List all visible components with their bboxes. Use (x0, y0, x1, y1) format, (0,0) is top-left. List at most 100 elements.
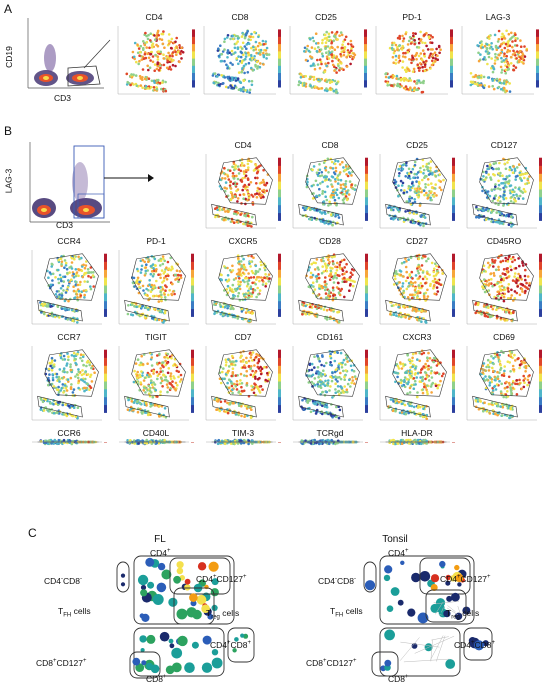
panel-b-tsne-map (205, 346, 281, 421)
cluster-bubble (411, 572, 421, 583)
ts-cd8-cd127-label: CD8+CD127+ (306, 658, 357, 668)
population-box (419, 557, 471, 595)
panel-a-map-title: PD-1 (402, 12, 422, 22)
ts-tfh-label: TFH cells (330, 606, 363, 619)
panel-b-label: B (4, 124, 13, 138)
population-box (379, 555, 475, 625)
cluster-bubble (482, 640, 489, 647)
cluster-bubble (397, 599, 404, 606)
panel-b-map-title: CD4 (234, 140, 252, 150)
edge-line (435, 635, 446, 662)
panel-b-tsne-map (292, 250, 368, 325)
panel-c-fl-title: FL (154, 534, 166, 545)
panel-b-map-title: CD69 (493, 332, 515, 342)
panel-a-tsne-row: CD4 CD8 CD25 PD-1 LAG-3 (114, 12, 544, 98)
panel-b-map-title: CCR7 (57, 332, 81, 342)
cluster-bubble (211, 604, 218, 611)
panel-b-map-title: HLA-DR (401, 428, 433, 438)
population-box (169, 557, 231, 595)
cluster-bubble (159, 631, 170, 642)
cluster-bubble (439, 560, 446, 568)
panel-b-row1-titles: CD4 CD8 CD25 CD127 (200, 140, 550, 152)
cluster-bubble (445, 580, 451, 586)
cluster-bubble (210, 588, 219, 597)
panel-b-tsne-map (206, 438, 281, 446)
cluster-bubble (139, 635, 147, 643)
cluster-bubble (146, 634, 156, 644)
panel-b-flow-plot: LAG-3 CD3 (3, 138, 110, 230)
cluster-bubble (171, 662, 182, 673)
cluster-bubble (445, 574, 451, 581)
cluster-bubble (202, 635, 212, 645)
cluster-bubble (390, 587, 400, 596)
cluster-bubble (140, 589, 148, 597)
cluster-bubble (443, 610, 451, 618)
cluster-bubble (411, 643, 418, 649)
population-box (227, 627, 255, 663)
cluster-bubble (474, 640, 484, 651)
panel-b-tsne-map (466, 250, 542, 325)
panel-b-tsne-map (119, 438, 194, 446)
fl-cd4-label: CD4+ (150, 548, 171, 558)
cluster-bubble (384, 659, 392, 667)
panel-a-tsne-map (203, 26, 281, 95)
edge-line (400, 641, 440, 648)
cluster-bubble (184, 578, 191, 585)
cluster-bubble (451, 592, 460, 602)
panel-a-tsne-map (375, 26, 453, 95)
cluster-bubble (156, 582, 167, 593)
edge-line (441, 607, 444, 613)
cluster-bubble (173, 575, 181, 584)
panel-b-map-title: CD7 (234, 332, 252, 342)
panel-b-map-title: CD25 (406, 140, 428, 150)
panel-c-fl-bubbles (116, 555, 255, 679)
cluster-bubble (137, 574, 149, 586)
panel-a-flow-plot: CD19 CD3 (4, 18, 106, 103)
cluster-bubble (193, 642, 199, 648)
cluster-bubble (364, 580, 376, 591)
cluster-bubble (140, 648, 145, 653)
cluster-bubble (177, 635, 188, 647)
cluster-bubble (468, 637, 477, 645)
population-box (463, 627, 493, 661)
panel-a-tsne-map (461, 26, 539, 95)
edge-line (447, 605, 456, 612)
cluster-bubble (176, 608, 188, 620)
edge-line (438, 614, 443, 616)
panel-b-map-title: CD28 (319, 236, 341, 246)
cluster-bubble (168, 638, 174, 644)
edge-line (446, 607, 459, 616)
cluster-bubble (157, 562, 166, 571)
panel-b-tsne-map (118, 250, 194, 325)
cluster-bubble (232, 648, 237, 653)
population-box (116, 561, 130, 593)
edge-line (457, 606, 461, 614)
panel-b-map-title: CCR6 (57, 428, 81, 438)
fl-treg-label: Treg cells (206, 608, 240, 621)
population-box (363, 561, 377, 593)
cluster-bubble (201, 662, 213, 673)
panel-b-map-title: CD161 (316, 332, 344, 342)
ts-cd4neg-cd8neg-label: CD4-CD8- (318, 576, 357, 586)
cluster-bubble (201, 604, 210, 613)
panel-b-tsne-map (118, 346, 194, 421)
cluster-bubble (211, 649, 219, 656)
cluster-bubble (457, 582, 462, 587)
panel-b-tsne-map (379, 346, 455, 421)
panel-b-tsne-map (292, 154, 368, 229)
edge-line (435, 602, 444, 615)
population-box (371, 651, 399, 677)
cluster-bubble (430, 584, 438, 591)
panel-b-tsne-map (292, 346, 368, 421)
edge-line (414, 635, 455, 654)
cluster-bubble (234, 637, 239, 642)
ts-cd4-cd8-label: CD4+CD8+ (454, 640, 496, 650)
cluster-bubble (211, 657, 223, 669)
panel-b-tsne-map (293, 438, 368, 446)
panel-a-tsne-map (289, 26, 367, 95)
panel-b-map-title: CD40L (142, 428, 170, 438)
cluster-bubble (386, 605, 394, 612)
panel-b-map-title: CD127 (490, 140, 518, 150)
panel-b-tsne-map (31, 346, 107, 421)
panel-a-flow-canvas (27, 18, 104, 89)
